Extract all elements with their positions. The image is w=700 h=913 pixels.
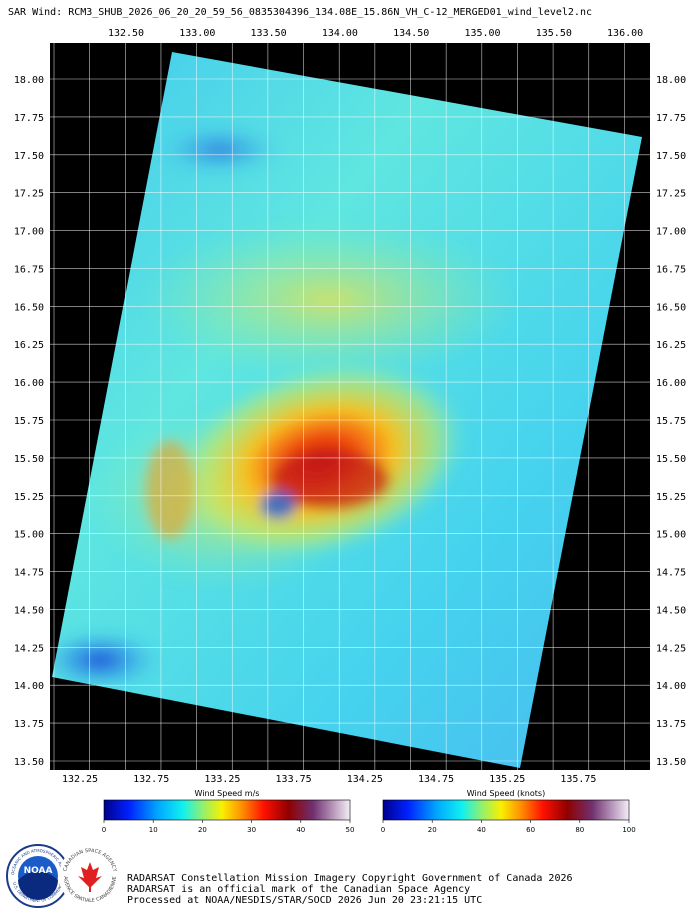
longitude-label-top: 133.50 xyxy=(251,28,287,39)
colorbar-tick-label: 20 xyxy=(198,826,207,834)
axis-labels: 18.00 18.00 17.75 17.75 17.50 17.50 17.25 17.25… xyxy=(14,28,686,785)
latitude-label-left: 17.50 xyxy=(14,151,44,162)
credit-line: RADARSAT Constellation Mission Imagery C… xyxy=(127,873,573,884)
csa-logo: CANADIAN SPACE AGENCY AGENCE SPATIALE CA… xyxy=(59,845,121,907)
colorbar-tick-label: 40 xyxy=(296,826,305,834)
colorbar-tick-label: 60 xyxy=(526,826,535,834)
longitude-label-bottom: 133.25 xyxy=(204,774,240,785)
latitude-label-left: 15.50 xyxy=(14,454,44,465)
colorbar-tick-label: 100 xyxy=(622,826,635,834)
noaa-text: NOAA xyxy=(24,866,53,876)
latitude-label-left: 14.75 xyxy=(14,568,44,579)
colorbars: Wind Speed m/s 0 10 20 30 40 50 Wind Speed (kno… xyxy=(102,789,636,834)
latitude-label-left: 15.75 xyxy=(14,416,44,427)
latitude-label-left: 14.50 xyxy=(14,605,44,616)
latitude-label-right: 16.75 xyxy=(656,264,686,275)
latitude-label-right: 14.25 xyxy=(656,643,686,654)
latitude-label-left: 13.75 xyxy=(14,719,44,730)
latitude-label-right: 18.00 xyxy=(656,75,686,86)
credit-line: RADARSAT is an official mark of the Cana… xyxy=(127,884,470,895)
colorbar-tick-label: 80 xyxy=(575,826,584,834)
latitude-label-left: 17.75 xyxy=(14,113,44,124)
longitude-label-bottom: 132.25 xyxy=(62,774,98,785)
longitude-label-top: 133.00 xyxy=(179,28,215,39)
colorbar xyxy=(382,799,630,821)
latitude-label-right: 16.50 xyxy=(656,302,686,313)
latitude-label-left: 13.50 xyxy=(14,757,44,768)
longitude-label-top: 135.50 xyxy=(536,28,572,39)
latitude-label-right: 15.50 xyxy=(656,454,686,465)
latitude-label-right: 17.00 xyxy=(656,227,686,238)
colorbar-tick-label: 50 xyxy=(346,826,355,834)
latitude-label-right: 17.75 xyxy=(656,113,686,124)
latitude-label-right: 16.25 xyxy=(656,340,686,351)
longitude-label-bottom: 134.25 xyxy=(347,774,383,785)
colorbar-tick-label: 10 xyxy=(149,826,158,834)
colorbar-tick-label: 40 xyxy=(477,826,486,834)
title: SAR Wind: RCM3_SHUB_2026_06_20_20_59_56_… xyxy=(8,7,592,18)
colorbar-label: Wind Speed m/s xyxy=(195,789,260,798)
latitude-label-left: 18.00 xyxy=(14,75,44,86)
latitude-label-right: 15.75 xyxy=(656,416,686,427)
longitude-label-top: 134.00 xyxy=(322,28,358,39)
longitude-label-top: 132.50 xyxy=(108,28,144,39)
colorbar-tick-label: 30 xyxy=(247,826,256,834)
longitude-label-top: 134.50 xyxy=(393,28,429,39)
colorbar-tick-label: 0 xyxy=(381,826,385,834)
latitude-label-right: 13.50 xyxy=(656,757,686,768)
grid xyxy=(50,43,650,770)
longitude-label-bottom: 133.75 xyxy=(276,774,312,785)
latitude-label-right: 14.75 xyxy=(656,568,686,579)
latitude-label-right: 15.25 xyxy=(656,492,686,503)
credits: RADARSAT Constellation Mission Imagery C… xyxy=(127,873,573,906)
latitude-label-left: 14.25 xyxy=(14,643,44,654)
latitude-label-right: 16.00 xyxy=(656,378,686,389)
latitude-label-left: 16.50 xyxy=(14,302,44,313)
credit-line: Processed at NOAA/NESDIS/STAR/SOCD 2026 … xyxy=(127,895,482,906)
latitude-label-left: 17.00 xyxy=(14,227,44,238)
latitude-label-right: 14.50 xyxy=(656,605,686,616)
latitude-label-right: 15.00 xyxy=(656,530,686,541)
colorbar xyxy=(103,799,351,821)
latitude-label-left: 16.25 xyxy=(14,340,44,351)
colorbar-label: Wind Speed (knots) xyxy=(467,789,545,798)
latitude-label-right: 17.50 xyxy=(656,151,686,162)
latitude-label-left: 16.00 xyxy=(14,378,44,389)
longitude-label-bottom: 134.75 xyxy=(418,774,454,785)
longitude-label-top: 135.00 xyxy=(464,28,500,39)
wind-image xyxy=(52,52,642,768)
colorbar-tick-label: 0 xyxy=(102,826,106,834)
latitude-label-left: 15.00 xyxy=(14,530,44,541)
longitude-label-bottom: 135.25 xyxy=(489,774,525,785)
latitude-label-right: 13.75 xyxy=(656,719,686,730)
latitude-label-left: 16.75 xyxy=(14,264,44,275)
latitude-label-left: 15.25 xyxy=(14,492,44,503)
longitude-label-bottom: 132.75 xyxy=(133,774,169,785)
latitude-label-right: 14.00 xyxy=(656,681,686,692)
colorbar-tick-label: 20 xyxy=(428,826,437,834)
longitude-label-top: 136.00 xyxy=(607,28,643,39)
latitude-label-right: 17.25 xyxy=(656,189,686,200)
latitude-label-left: 14.00 xyxy=(14,681,44,692)
longitude-label-bottom: 135.75 xyxy=(560,774,596,785)
latitude-label-left: 17.25 xyxy=(14,189,44,200)
